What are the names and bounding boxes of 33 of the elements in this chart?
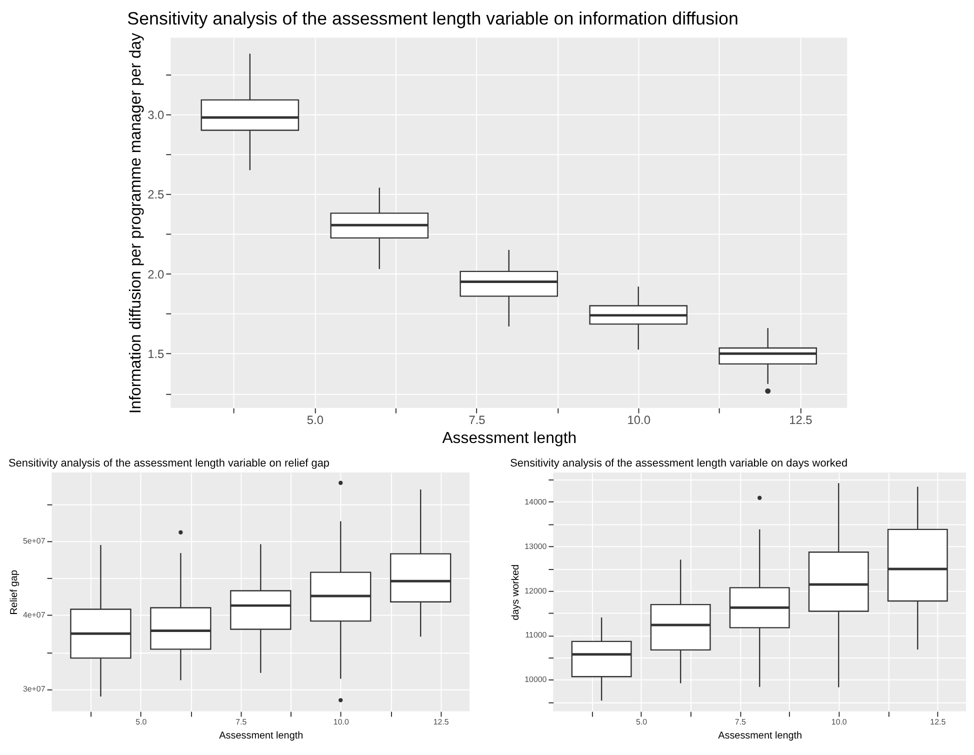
y-axis-title: days worked: [510, 564, 522, 620]
x-tick-label: 10.0: [831, 718, 848, 727]
x-tick-label: 5.0: [136, 718, 148, 727]
x-tick-label: 10.0: [333, 718, 350, 727]
y-tick-label: 1.5: [148, 347, 165, 362]
x-tick-label: 7.5: [468, 413, 486, 428]
y-axis-title: Information diffusion per programme manager per day: [128, 32, 145, 414]
y-tick-label: 2.5: [148, 188, 165, 202]
x-tick-label: 12.5: [930, 718, 946, 727]
y-axis-title: Relief gap: [8, 570, 20, 615]
x-tick-label: 7.5: [236, 718, 248, 727]
x-axis-title: Assessment length: [442, 430, 577, 448]
y-tick-label: 3.0: [148, 108, 165, 122]
y-tick-label: 14000: [524, 497, 548, 506]
y-tick-label: 5e+07: [22, 536, 46, 546]
y-tick-label: 10000: [524, 675, 548, 684]
chart-title: Sensitivity analysis of the assessment length variable on days worked: [510, 458, 848, 470]
x-axis-title: Assessment length: [219, 730, 304, 742]
x-tick-label: 7.5: [734, 718, 746, 727]
x-axis-title: Assessment length: [718, 730, 802, 742]
x-tick-label: 12.5: [789, 413, 813, 428]
y-tick-label: 2.0: [148, 267, 165, 282]
x-tick-label: 5.0: [306, 413, 324, 428]
y-tick-label: 4e+07: [22, 610, 46, 620]
y-tick-label: 13000: [524, 542, 548, 551]
chart-title: Sensitivity analysis of the assessment length variable on information diffusion: [127, 8, 738, 28]
y-tick-label: 12000: [524, 586, 548, 596]
x-tick-label: 5.0: [636, 718, 648, 727]
y-tick-label: 11000: [525, 630, 548, 640]
x-tick-label: 12.5: [433, 718, 450, 727]
x-tick-label: 10.0: [627, 413, 651, 428]
chart-title: Sensitivity analysis of the assessment length variable on relief gap: [8, 458, 330, 470]
y-tick-label: 3e+07: [22, 684, 46, 694]
